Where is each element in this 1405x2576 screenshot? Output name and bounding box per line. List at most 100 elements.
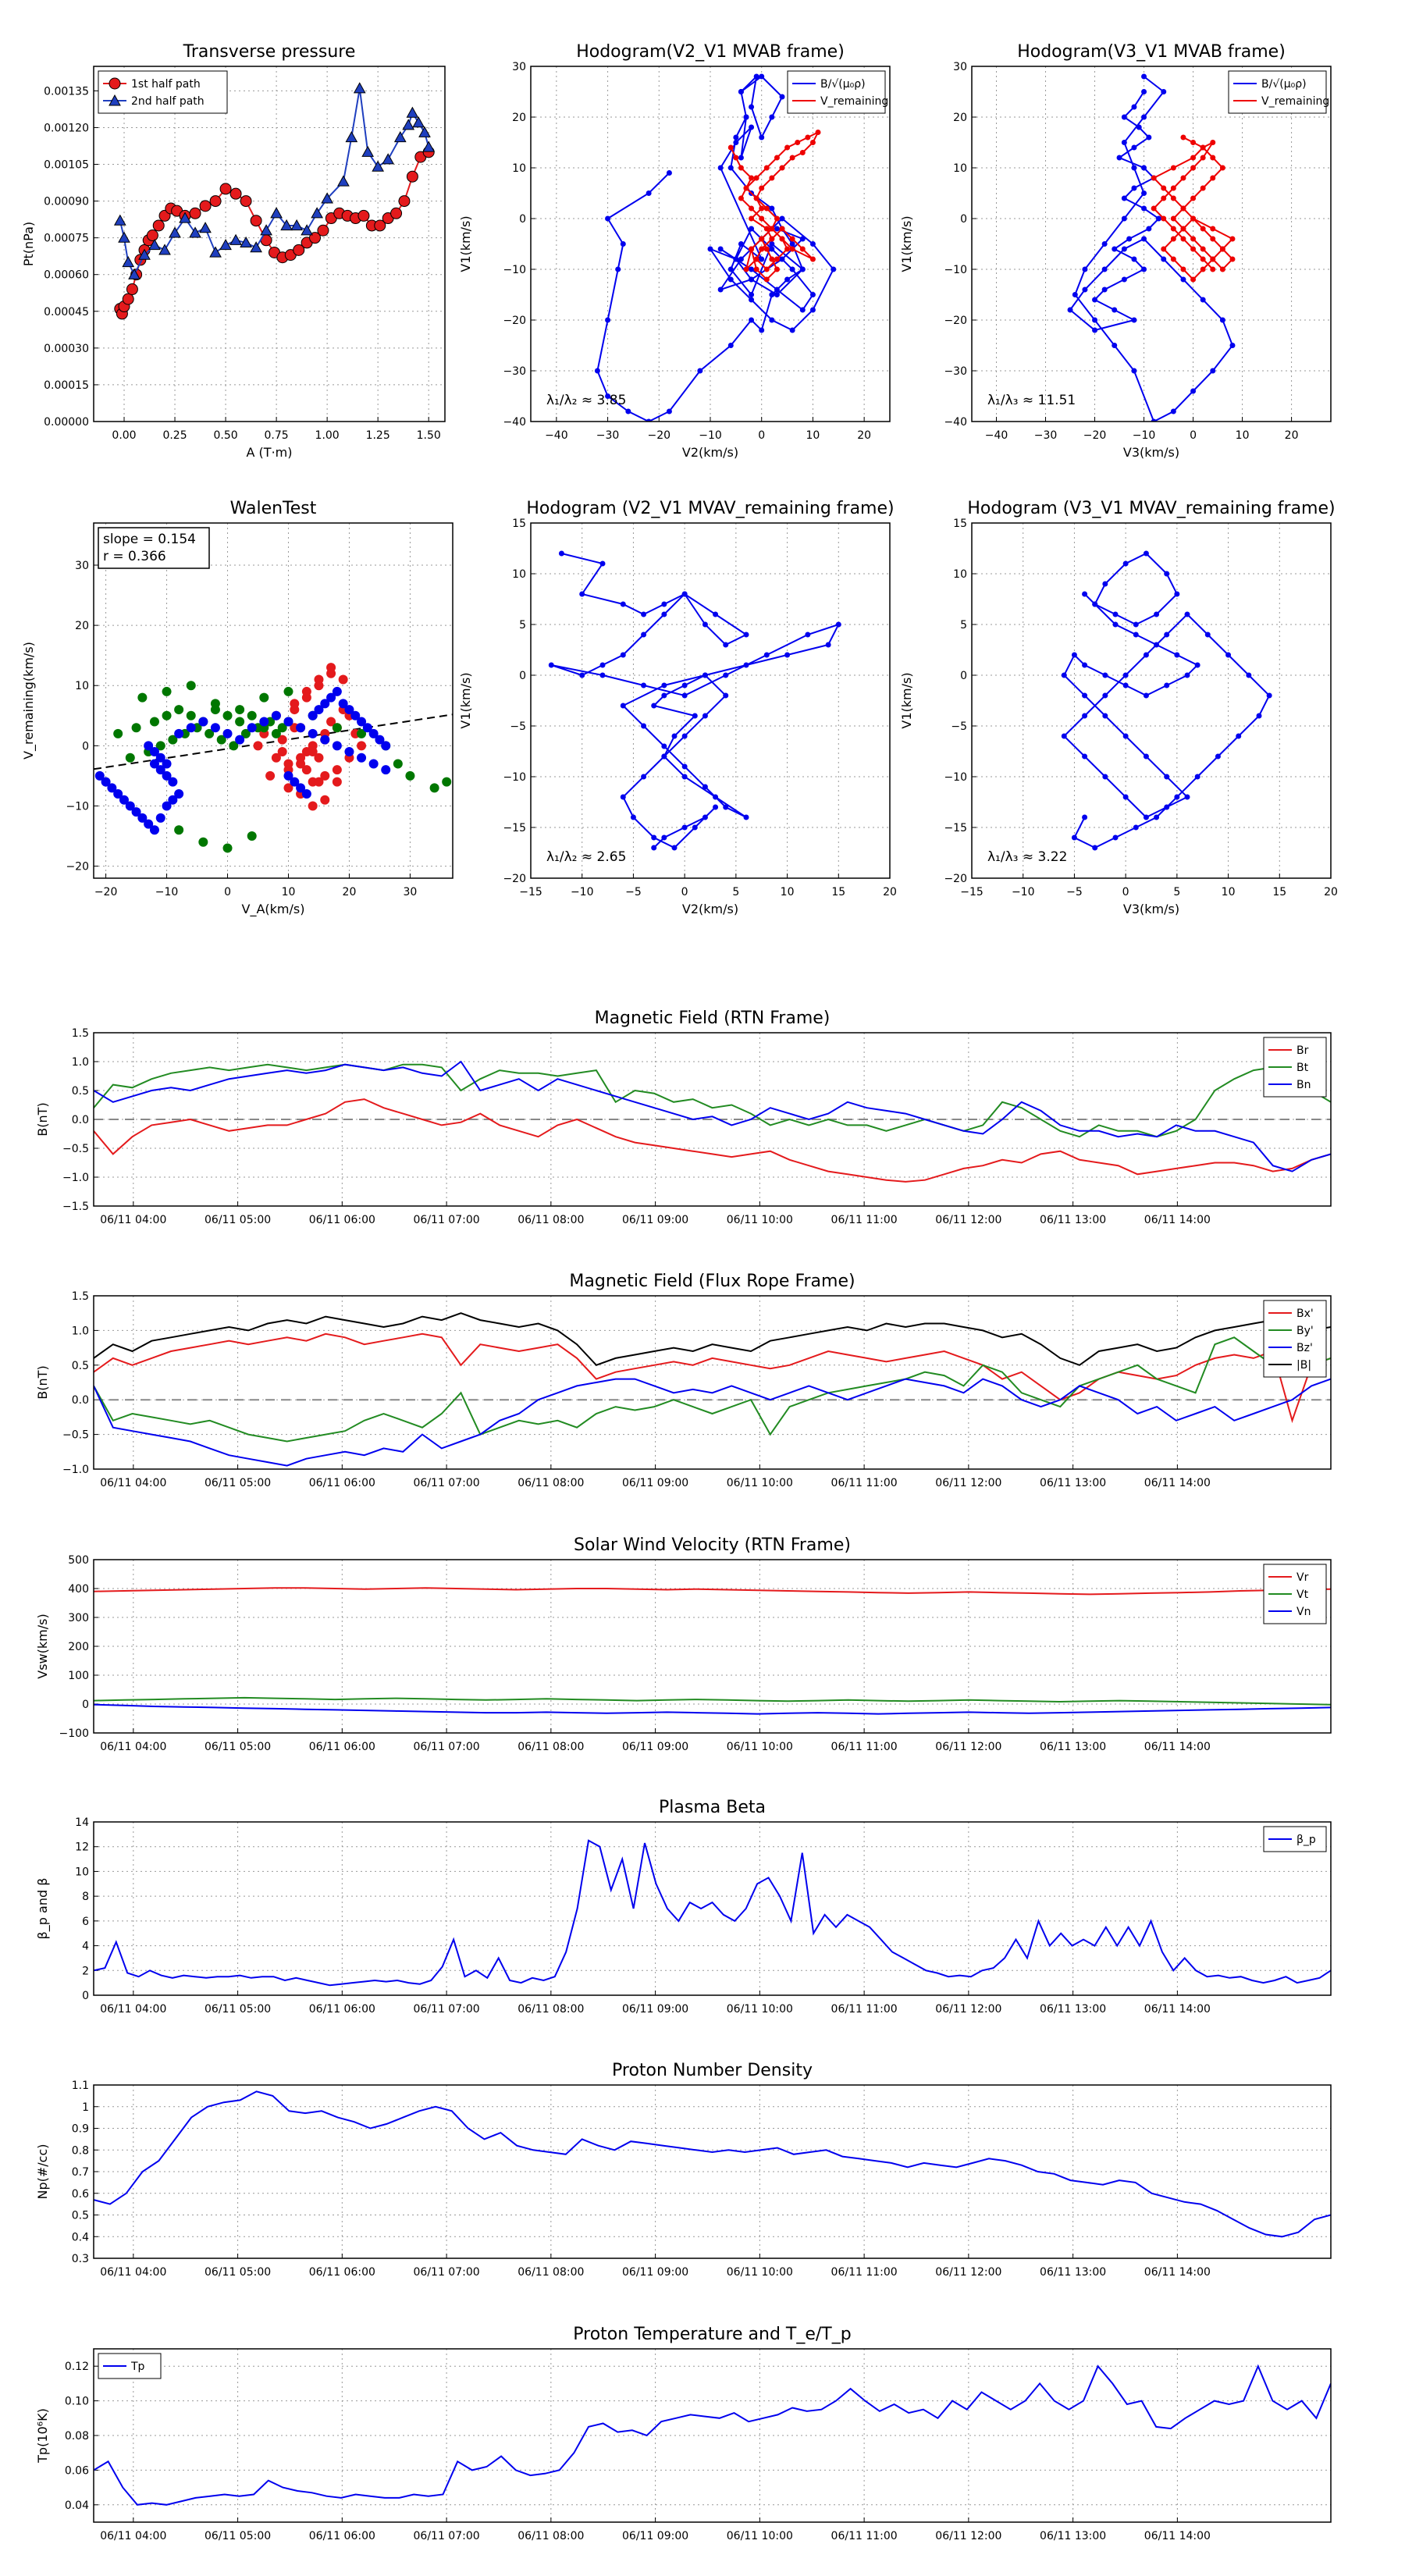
x-tick-label: 06/11 10:00	[727, 2003, 793, 2016]
data-point	[374, 219, 386, 232]
panel-vsw: Solar Wind Velocity (RTN Frame) Vsw(km/s)…	[35, 1535, 1332, 1753]
data-point	[128, 268, 140, 279]
data-point	[158, 244, 171, 255]
y-tick-label: 4	[82, 1941, 89, 1953]
data-point	[1101, 266, 1108, 272]
data-point	[774, 226, 780, 232]
data-point	[769, 175, 775, 181]
data-point	[1194, 662, 1200, 668]
data-point	[229, 741, 239, 751]
plot-area	[94, 1839, 1331, 1987]
data-point	[308, 728, 318, 738]
data-point	[283, 770, 293, 781]
data-point	[1200, 144, 1206, 151]
panel-hodo_v2_mvav: Hodogram (V2_V1 MVAV_remaining frame) V1(…	[458, 499, 897, 916]
data-point	[405, 770, 415, 781]
data-point	[681, 682, 688, 688]
y-tick-label: 0.00105	[44, 159, 89, 172]
data-point	[1200, 185, 1206, 191]
y-axis-label: β_p and β	[35, 1878, 51, 1940]
data-point	[717, 246, 724, 252]
y-tick-label: 10	[953, 162, 967, 175]
data-point	[1102, 581, 1108, 587]
data-point	[1174, 591, 1180, 597]
data-point	[1170, 165, 1176, 171]
data-point	[422, 141, 436, 152]
y-tick-label: 2	[82, 1965, 89, 1977]
data-point	[749, 317, 755, 323]
data-point	[277, 723, 287, 733]
data-point	[326, 663, 336, 673]
data-point	[733, 134, 739, 141]
data-point	[1143, 652, 1149, 658]
data-point	[1131, 317, 1137, 323]
data-point	[1133, 621, 1139, 628]
x-tick-label: 10	[1222, 886, 1236, 898]
y-tick-label: 300	[68, 1612, 89, 1624]
legend-label: Br	[1297, 1044, 1309, 1057]
x-tick-label: 06/11 07:00	[414, 2266, 480, 2279]
x-tick-label: 06/11 14:00	[1144, 1741, 1211, 1753]
y-tick-label: 0.06	[65, 2464, 89, 2477]
data-point	[620, 652, 626, 658]
data-point	[1164, 571, 1170, 577]
data-point	[301, 765, 311, 775]
legend-label: Bz'	[1297, 1342, 1313, 1354]
data-point	[749, 292, 755, 297]
y-tick-label: −10	[503, 264, 526, 276]
data-point	[235, 735, 245, 745]
y-tick-label: 0	[960, 670, 967, 682]
plot-area	[94, 1587, 1331, 1715]
data-point	[784, 276, 791, 283]
x-tick-label: 06/11 12:00	[935, 2530, 1001, 2542]
x-tick-label: 06/11 09:00	[622, 2530, 688, 2542]
x-tick-label: −30	[1034, 429, 1058, 442]
x-tick-label: 06/11 08:00	[518, 1477, 584, 1489]
x-tick-label: 06/11 05:00	[205, 2003, 271, 2016]
data-point	[799, 236, 806, 242]
panel-pt: Transverse pressure Pt(nPa) A (T·m) 0.00000…	[21, 42, 446, 460]
data-point	[1092, 845, 1098, 851]
series-line	[94, 1703, 1331, 1715]
annotation-text: r = 0.366	[103, 549, 166, 564]
data-point	[759, 134, 765, 141]
data-point	[301, 789, 311, 799]
data-point	[733, 140, 739, 145]
y-tick-label: −0.5	[62, 1143, 89, 1155]
data-point	[155, 741, 165, 751]
data-point	[250, 215, 262, 227]
data-point	[189, 226, 201, 238]
legend-label: B/√(μ₀ρ)	[820, 78, 866, 91]
plot-area	[113, 82, 436, 320]
panel-title: Hodogram(V3_V1 MVAB frame)	[1017, 42, 1286, 62]
legend-label: Bn	[1297, 1079, 1311, 1091]
panel-mag_rtn: Magnetic Field (RTN Frame) B(nT) −1.5 −1.0 −…	[35, 1009, 1332, 1226]
data-point	[763, 165, 770, 171]
series-line	[119, 151, 429, 316]
data-point	[671, 845, 678, 851]
y-tick-label: 10	[512, 162, 526, 175]
data-point	[1112, 834, 1119, 841]
data-point	[713, 804, 719, 810]
y-tick-label: 0.9	[72, 2123, 89, 2136]
x-tick-label: 06/11 10:00	[727, 1741, 793, 1753]
data-point	[733, 155, 739, 161]
plot-area	[548, 550, 841, 851]
y-tick-label: −20	[66, 861, 89, 873]
data-point	[113, 789, 123, 799]
legend-box	[98, 70, 228, 114]
data-point	[558, 550, 564, 557]
data-point	[763, 226, 770, 232]
plot-frame	[971, 66, 1332, 422]
data-point	[681, 774, 688, 780]
y-axis-label: B(nT)	[35, 1102, 50, 1136]
x-tick-label: 20	[857, 429, 871, 442]
data-point	[769, 241, 775, 247]
data-point	[815, 130, 821, 135]
data-point	[1121, 140, 1127, 145]
data-point	[1210, 140, 1216, 145]
x-tick-label: 06/11 06:00	[309, 2003, 375, 2016]
data-point	[1112, 621, 1119, 628]
data-point	[1246, 672, 1252, 678]
data-point	[809, 292, 816, 297]
